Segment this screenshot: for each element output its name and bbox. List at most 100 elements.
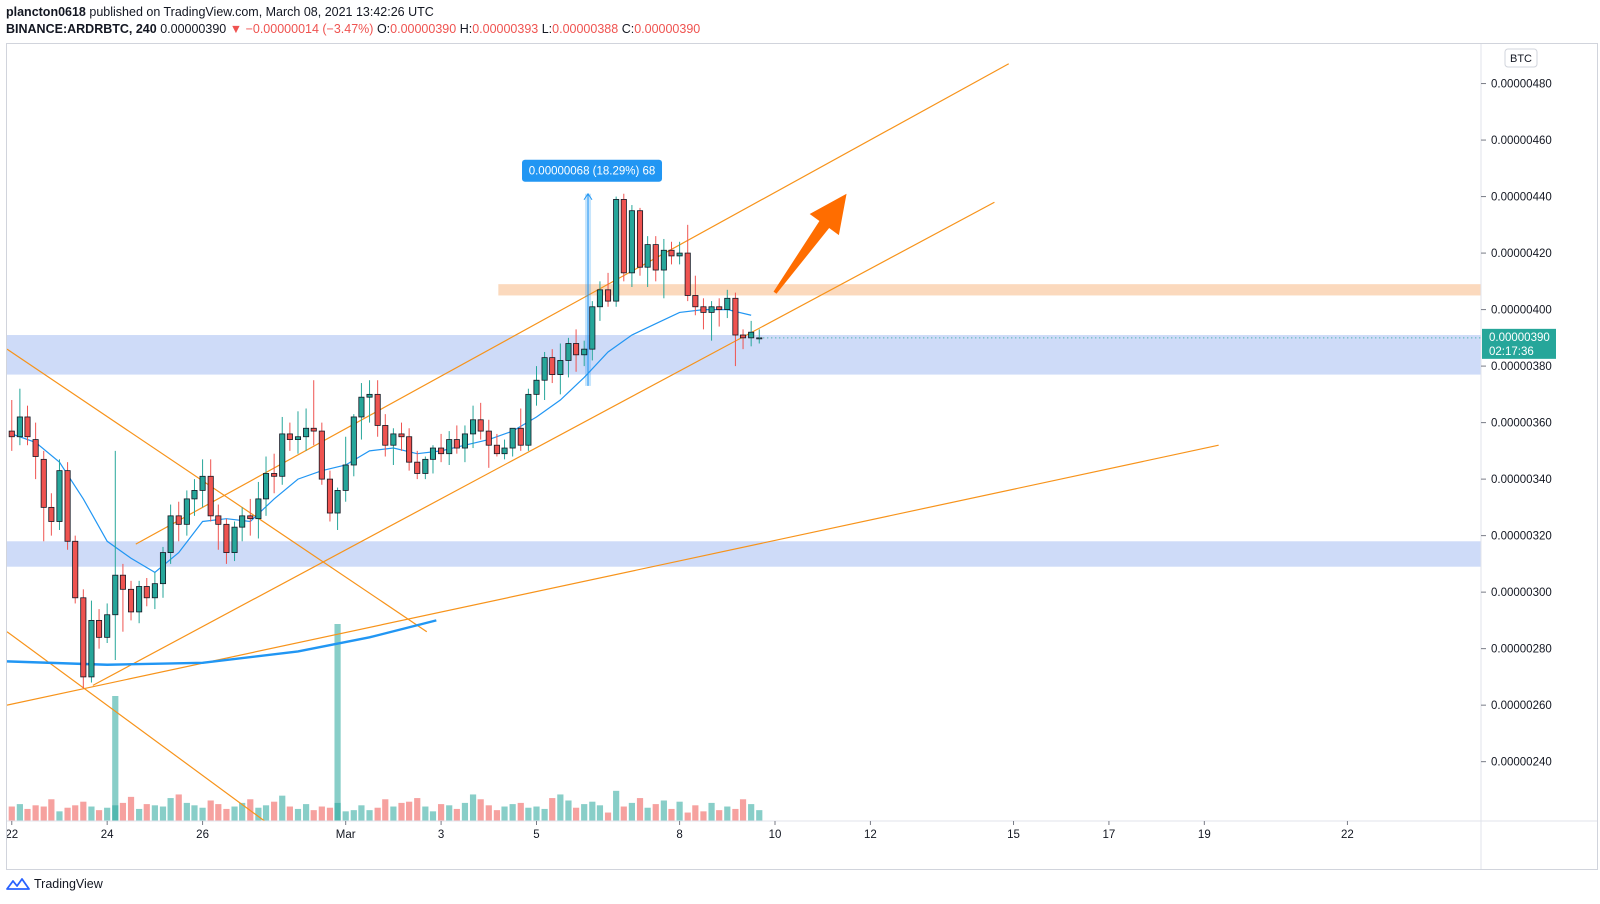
candle-body [151,583,158,599]
volume-bar [549,798,556,821]
volume-bar [509,804,516,821]
zone-support_upper [7,335,1481,375]
candle-body [446,439,453,455]
candle-body [183,498,190,525]
price-chart[interactable]: 0.00000068 (18.29%) 680.000004800.000004… [7,44,1597,869]
measure-label: 0.00000068 (18.29%) 68 [529,166,656,178]
candle-body [668,249,675,257]
candle-body [96,619,103,638]
candle-body [175,515,182,525]
x-tick-label: 22 [1341,829,1354,841]
trendline [7,444,1219,706]
candle-body [605,289,612,302]
volume-bar [151,805,158,821]
volume-bar [48,799,55,821]
volume-bar [652,804,659,821]
volume-bar [119,802,127,821]
chart-frame[interactable]: 0.00000068 (18.29%) 68 0.00000480 0.000004… [6,43,1598,870]
axes-layer: 0.00000480 0.00000460 0.00000440 0.00000420… [7,44,1597,869]
candles-layer [8,193,763,689]
volume-bar [262,805,270,821]
y-tick-label: 0.00000280 [1491,644,1552,656]
publish-info: published on TradingView.com, March 08, … [89,5,434,19]
candle-body [517,427,524,446]
volume-bar [660,800,667,821]
volume-bar [350,810,357,821]
volume-spike-bar [112,696,119,821]
open-label: O: [376,22,391,36]
candle-body [318,430,325,480]
volume-bar [223,808,230,821]
candle-body [334,490,341,514]
candle-body [310,427,317,432]
candle-body [414,461,421,474]
volume-bar [8,806,15,821]
volume-bar [414,798,421,821]
x-tick-label: 24 [101,829,114,841]
candle-body [215,515,222,525]
y-tick-label: 0.00000460 [1491,135,1552,147]
volume-bar [493,810,501,821]
measure-arrowhead [583,192,593,201]
high-label: H: [459,22,473,36]
y-tick-label: 0.00000240 [1491,757,1552,769]
tradingview-logo-icon[interactable] [6,877,30,891]
volume-bar [739,799,747,821]
volume-bar [374,807,381,821]
candle-body [716,306,723,310]
footer-brand[interactable]: TradingView [34,877,103,891]
candle-body [294,436,302,440]
volume-bar [429,811,437,821]
candle-body [262,473,270,500]
volume-bar [302,804,310,821]
volume-bar [644,807,651,821]
y-tick-label: 0.00000260 [1491,700,1552,712]
last-price-tag [1482,328,1556,359]
y-tick-label: 0.00000440 [1491,192,1552,204]
candle-body [326,478,333,514]
candle-body [56,470,63,522]
volume-bar [461,802,469,821]
candle-body [143,586,150,599]
candle-body [40,458,47,508]
last-price: 0.00000390 [160,22,227,36]
candle-body [231,526,238,553]
volume-spike-bar [334,624,341,821]
candle-body [48,506,55,522]
volume-bar [517,802,524,821]
low-value: 0.00000388 [552,22,619,36]
close-label: C: [621,22,635,36]
volume-bar [748,804,755,821]
candle-body [286,433,293,440]
volume-bar [358,805,365,821]
volume-bar [80,801,87,821]
y-tick-label: 0.00000340 [1491,474,1552,486]
zones-layer [7,284,1481,567]
volume-bar [32,805,39,821]
volume-bar [104,807,111,821]
volume-bar [477,799,484,821]
volume-bar [72,805,79,821]
volume-bar [95,810,103,821]
ohlc-line: BINANCE:ARDRBTC, 240 0.00000390 ▼ −0.000… [6,21,700,38]
candle-body [636,210,644,268]
author-name[interactable]: plancton0618 [6,5,86,19]
volume-bar [279,795,286,821]
publish-line: plancton0618 published on TradingView.co… [6,4,700,21]
x-tick-label: 3 [438,829,444,841]
candle-body [453,439,460,449]
candle-body [628,210,635,274]
candle-body [390,433,397,446]
candle-body [485,430,492,446]
chart-header: plancton0618 published on TradingView.co… [6,4,700,38]
candle-body [167,515,174,553]
volume-bar [581,804,588,821]
volume-bar [366,810,373,821]
volume-bar [167,798,174,821]
volume-bar [294,808,302,821]
candle-body [477,419,484,432]
trendline [92,201,995,686]
volume-bar [318,806,325,821]
x-tick-label: Mar [336,829,356,841]
volume-bar [604,812,612,821]
